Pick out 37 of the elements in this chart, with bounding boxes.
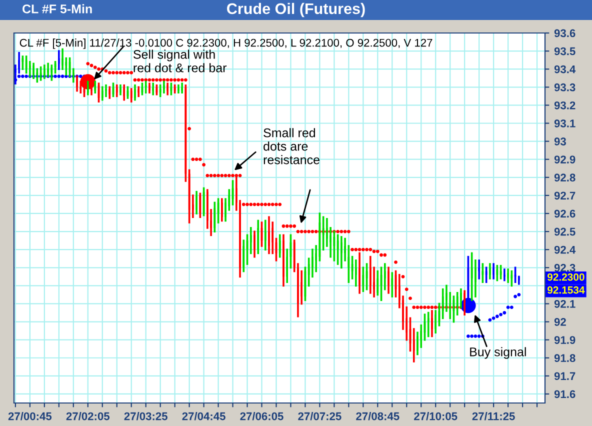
y-tick-label: 92.1 [554, 300, 576, 308]
x-tick-label: 27/07:25 [298, 412, 342, 420]
x-tick-label: 27/11:25 [472, 412, 515, 420]
x-tick-label: 27/00:45 [8, 412, 52, 420]
annotation: Buy signal [470, 347, 526, 359]
x-tick-label: 27/08:45 [356, 412, 400, 420]
y-tick-label: 92.9 [554, 156, 576, 164]
y-tick-label: 91.6 [554, 390, 576, 398]
chart-title: Crude Oil (Futures) [227, 2, 365, 18]
y-tick-label: 91.8 [554, 354, 576, 362]
y-tick-label: 92.5 [554, 228, 576, 236]
y-tick-label: 91.7 [554, 372, 576, 380]
y-tick-label: 93.1 [554, 120, 576, 128]
x-tick-label: 27/06:05 [240, 412, 284, 420]
y-tick-label: 92.8 [554, 174, 576, 182]
y-tick-label: 92.4 [554, 246, 576, 254]
y-tick-label: 93.3 [554, 83, 576, 92]
x-tick-label: 27/02:05 [66, 412, 110, 420]
y-tick-label: 93 [554, 138, 566, 146]
chart-subtitle: CL #F [5-Min] 11/27/13 -0.0100 C 92.2300, H 92.2500, L 92.2100, O 92.2500, V 127 [20, 38, 432, 49]
text: CL #F 5-Min [22, 4, 92, 14]
text: 92.1534 [547, 286, 585, 294]
y-tick-label: 93.5 [554, 47, 576, 56]
x-tick-label: 27/04:45 [182, 412, 226, 420]
y-tick-label: 92.3 [554, 264, 576, 272]
y-tick-label: 92 [554, 318, 566, 326]
y-tick-label: 93.4 [554, 65, 576, 74]
x-tick-label: 27/10:05 [414, 412, 458, 420]
y-tick-label: 91.9 [554, 336, 576, 344]
annotation: Sell signal with red dot & red bar [134, 50, 227, 72]
y-tick-label: 92.7 [554, 192, 576, 200]
annotation: Small red dots are resistance [264, 128, 320, 164]
x-tick-label: 27/03:25 [124, 412, 168, 420]
y-tick-label: 93.6 [554, 29, 576, 38]
y-tick-label: 93.2 [554, 101, 576, 110]
y-tick-label: 92.6 [554, 210, 576, 218]
text: 92.2300 [547, 273, 584, 281]
